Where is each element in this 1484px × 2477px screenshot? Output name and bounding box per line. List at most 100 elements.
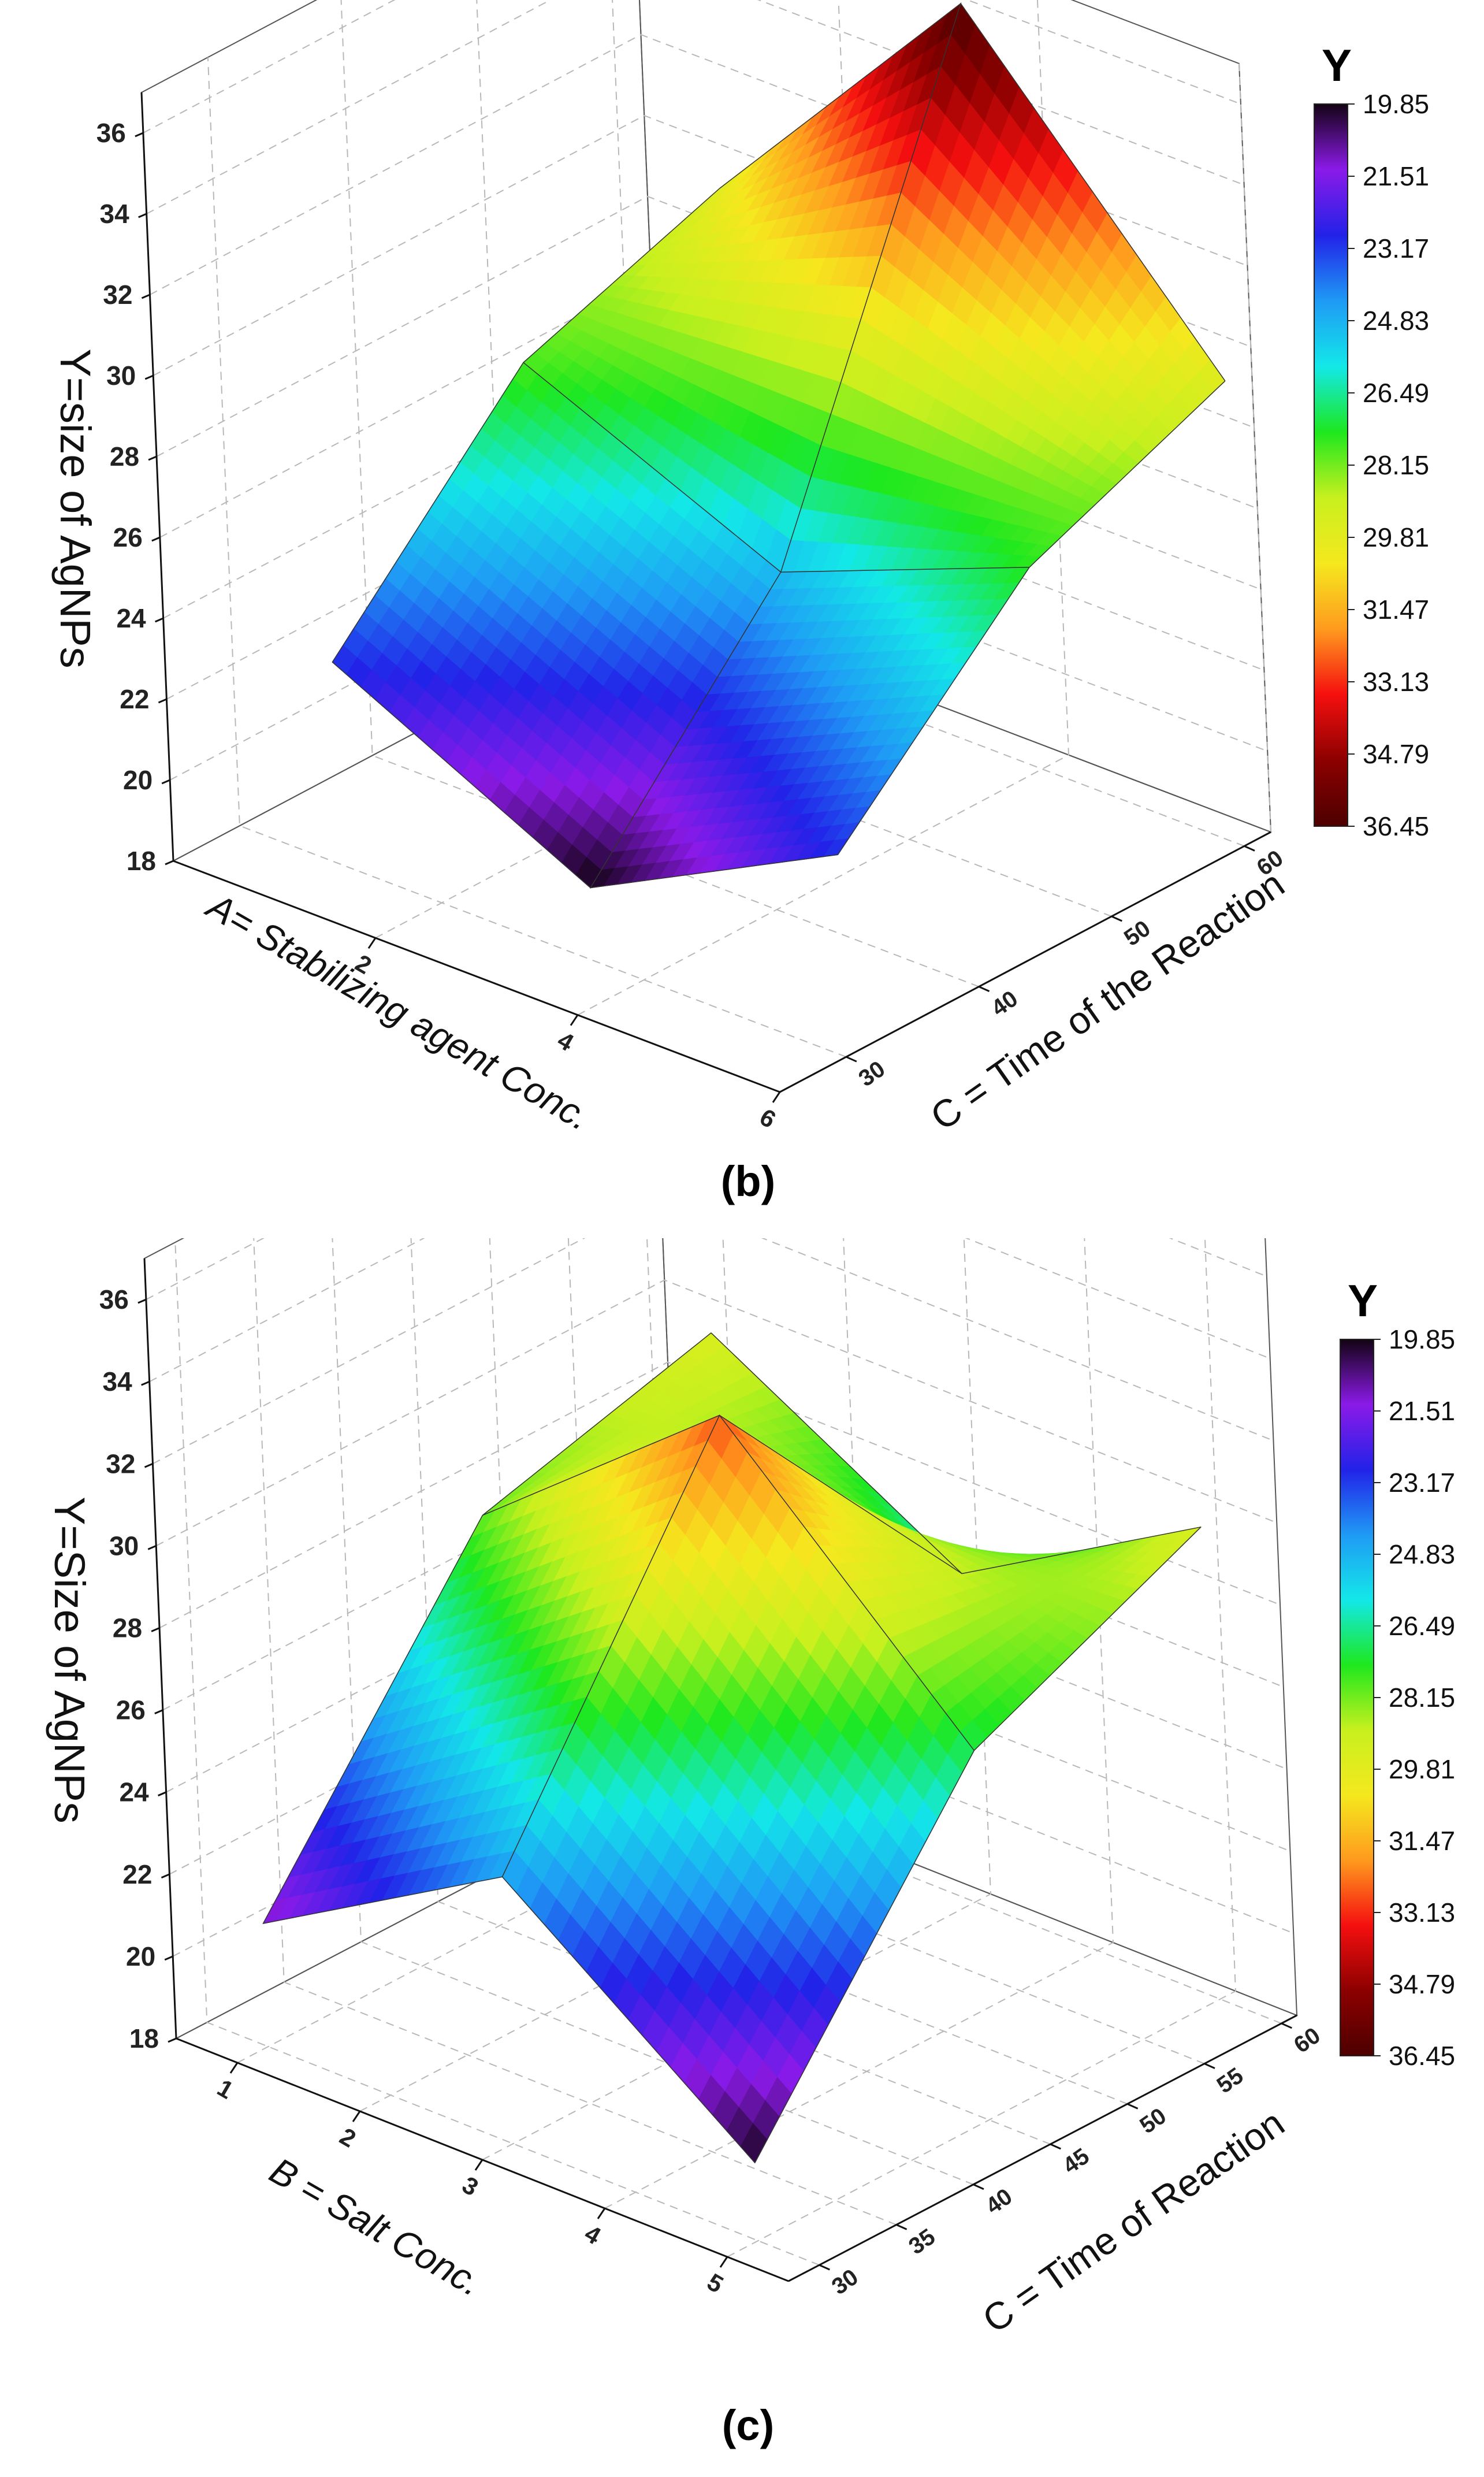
b-z-axis-line [140,92,174,861]
b-z-tick-label: 26 [113,522,143,552]
b-surface [332,2,1226,889]
c-x-tick-label: 5 [702,2268,728,2298]
c-z-tick [141,1380,150,1386]
b-colorbar-label: 34.79 [1363,739,1429,769]
c-colorbar: Y 19.85 21.51 23.17 24.83 26.49 28.15 29.81 31.4… [1340,1275,1455,2071]
b-x-axis-line [173,860,780,1093]
b-panel-label: (b) [721,1157,776,1205]
c-colorbar-label: 28.15 [1389,1683,1455,1713]
c-x-tick-label: 1 [213,2074,238,2104]
b-z-tick [155,617,164,623]
c-mesh-line [711,1332,1202,1574]
b-y-tick-label: 30 [854,1056,890,1092]
c-z-tick [137,1298,147,1304]
b-z-tick-label: 20 [123,765,153,795]
b-grid-z [143,0,1241,133]
c-z-tick-label: 34 [103,1366,133,1397]
b-colorbar-label: 36.45 [1363,811,1429,841]
c-grid-x [727,1238,1237,2257]
c-z-tick [154,1709,163,1714]
b-z-tick [148,455,157,461]
c-x-tick [474,2159,483,2171]
c-y-tick [1204,2063,1215,2070]
c-colorbar-label: 34.79 [1389,1969,1455,1999]
b-colorbar-label: 19.85 [1363,89,1429,119]
c-y-tick-label: 55 [1213,2063,1248,2099]
c-x-tick [597,2208,606,2219]
b-z-axis-title: Y=size of AgNPs [51,348,99,668]
c-grid-z [149,1238,1271,1383]
c-z-tick-label: 26 [116,1695,146,1725]
b-y-tick [1244,845,1255,852]
c-z-tick [144,1462,154,1468]
c-x-tick [719,2256,728,2268]
c-colorbar-label: 26.49 [1389,1611,1455,1641]
c-y-tick-label: 30 [827,2264,863,2300]
c-grid-z [159,1361,1281,1629]
c-grid-y [332,1238,974,2185]
c-colorbar-label: 29.81 [1389,1754,1455,1784]
b-y-axis-line [779,831,1271,1093]
c-y-tick-label: 45 [1058,2144,1094,2179]
c-y-tick-label: 50 [1135,2103,1171,2139]
b-z-tick-label: 28 [110,441,139,471]
b-y-tick [978,986,990,992]
b-surface-mesh [332,3,1226,889]
b-colorbar-gradient [1314,103,1348,827]
b-x-axis-title: A= Stabilizing agent Conc. [199,884,598,1139]
c-z-tick [161,1873,170,1879]
b-colorbar-label: 24.83 [1363,306,1429,336]
c-x-tick-label: 3 [458,2171,483,2201]
c-y-tick-label: 35 [904,2224,940,2260]
c-colorbar-label: 21.51 [1389,1396,1455,1426]
b-mesh-line [837,380,1226,855]
c-z-tick-label: 36 [99,1284,129,1314]
c-grid-z [155,1279,1277,1547]
c-panel-label: (c) [722,2401,774,2449]
b-mesh-line [523,362,1030,573]
c-z-tick [158,1791,167,1797]
b-colorbar-label: 21.51 [1363,161,1429,191]
b-colorbar-label: 33.13 [1363,667,1429,697]
b-mesh-line [719,3,1226,381]
c-z-tick-label: 30 [109,1531,139,1561]
c-y-tick [1127,2103,1139,2110]
b-z-tick [138,213,147,218]
c-colorbar-label: 23.17 [1389,1468,1455,1498]
c-z-tick-label: 22 [122,1859,152,1889]
c-y-axis-line [788,2014,1297,2282]
c-y-tick-label: 60 [1289,2023,1325,2059]
chart-panel-b: 18 20 22 24 26 28 30 32 34 36 2 4 6 30 40 50 60 Y=size of… [0,0,1484,1238]
b-x-tick [570,1014,579,1026]
c-z-tick [168,2037,177,2043]
c-grid-y [174,1242,820,2266]
c-x-tick [352,2111,361,2122]
b-colorbar: Y 19.85 21.51 23.17 24.83 26.49 28.15 29.81 31.4… [1314,40,1429,841]
c-x-axis-title: B = Salt Conc. [263,2149,489,2304]
b-y-tick [1111,915,1122,922]
b-colorbar-label: 31.47 [1363,595,1429,625]
c-mesh-line [754,1527,1202,2163]
c-z-tick [151,1627,160,1632]
b-z-tick [141,294,151,299]
c-z-tick-label: 28 [113,1613,142,1643]
c-colorbar-label: 24.83 [1389,1539,1455,1569]
b-z-tick-label: 32 [103,280,132,310]
c-surface-mesh [262,1332,1202,2163]
b-x-tick [367,937,377,949]
c-z-tick-label: 18 [129,2023,159,2053]
b-x-tick-label: 6 [755,1103,780,1133]
b-y-axis-title: C = Time of the Reaction [923,862,1292,1138]
c-z-tick-label: 32 [106,1449,135,1479]
c-colorbar-title: Y [1348,1275,1378,1326]
c-y-tick [1050,2143,1061,2150]
c-y-tick [1281,2022,1292,2029]
b-colorbar-label: 26.49 [1363,378,1429,408]
b-x-tick [772,1091,781,1103]
c-mesh-line [482,1414,975,1751]
c-surface [262,1332,1203,2164]
b-x-tick-label: 4 [553,1026,578,1057]
b-z-tick [165,860,174,866]
c-grid-z [153,1238,1274,1465]
